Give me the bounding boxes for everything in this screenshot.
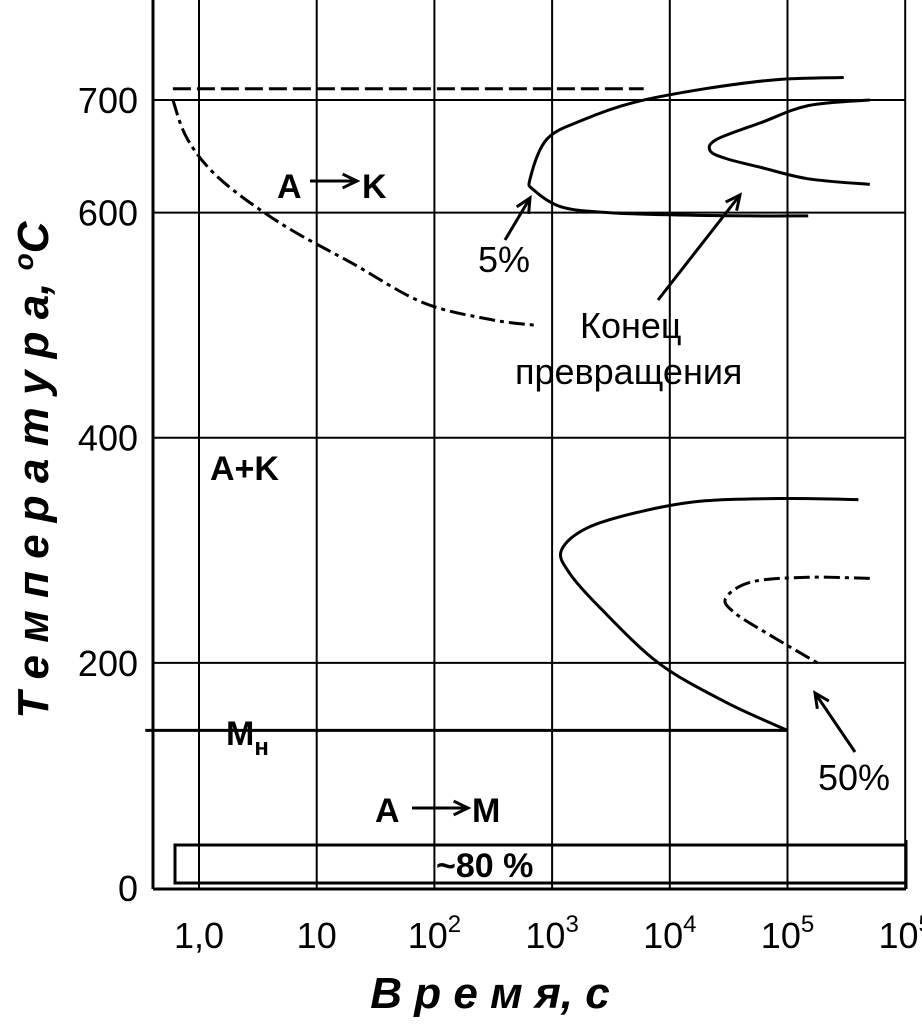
arrow-a-to-m-head [452,799,472,817]
x-axis-title: В р е м я, с [370,969,609,1018]
annotation-5-percent: 5% [478,239,530,280]
curves [145,76,870,817]
series-line-2 [171,99,535,327]
region-label-a-to-m-right: M [472,792,500,830]
series-line-0 [527,76,844,218]
series-line-1 [707,98,870,186]
x-tick-label-1: 10 [297,915,337,956]
y-tick-label-0: 0 [118,868,138,909]
y-tick-label-400: 400 [78,418,138,459]
arrow-50-percent-head [813,690,830,710]
x-tick-label-2: 102 [408,911,461,956]
mn-label: Mн [226,715,269,761]
x-tick-label-0: 1,0 [174,915,224,956]
y-axis-title: Т е м п е р а т у р а, oC [8,220,59,718]
x-tick-label-6: 105 [878,911,922,956]
x-tick-label-3: 103 [525,911,578,956]
x-tick-label-5: 105 [761,911,814,956]
annotation-50-percent: 50% [818,757,890,798]
x-tick-label-4: 104 [643,911,696,956]
annotation-end-line2: превращения [515,351,742,392]
arrow-end-of-transformation-shaft [656,194,742,301]
martensite-box [173,843,908,885]
arrow-5-percent-shaft [503,197,532,241]
ticks: 0 200 400 600 700 1,0 10 102 103 104 105 105 [78,80,922,956]
series-line-3 [558,496,859,732]
arrow-50-percent-shaft [813,692,857,753]
labels: В р е м я, с Т е м п е р а т у р а, oC A… [8,168,891,1018]
region-label-a-to-k-right: K [362,168,387,206]
arrow-end-of-transformation-head [724,192,743,211]
region-label-a-to-m-left: A [375,792,400,830]
region-label-a-to-k-left: A [277,168,302,206]
y-tick-label-600: 600 [78,193,138,234]
y-tick-label-200: 200 [78,643,138,684]
martensite-box-label: ~80 % [436,847,533,885]
region-label-a-plus-k: A+K [210,450,279,488]
boxes [173,843,908,885]
arrow-5-percent-head [515,195,532,215]
arrow-a-to-k-head [341,172,361,190]
series-line-4 [723,575,870,665]
y-tick-label-700: 700 [78,80,138,121]
annotation-end-line1: Конец [580,305,682,346]
